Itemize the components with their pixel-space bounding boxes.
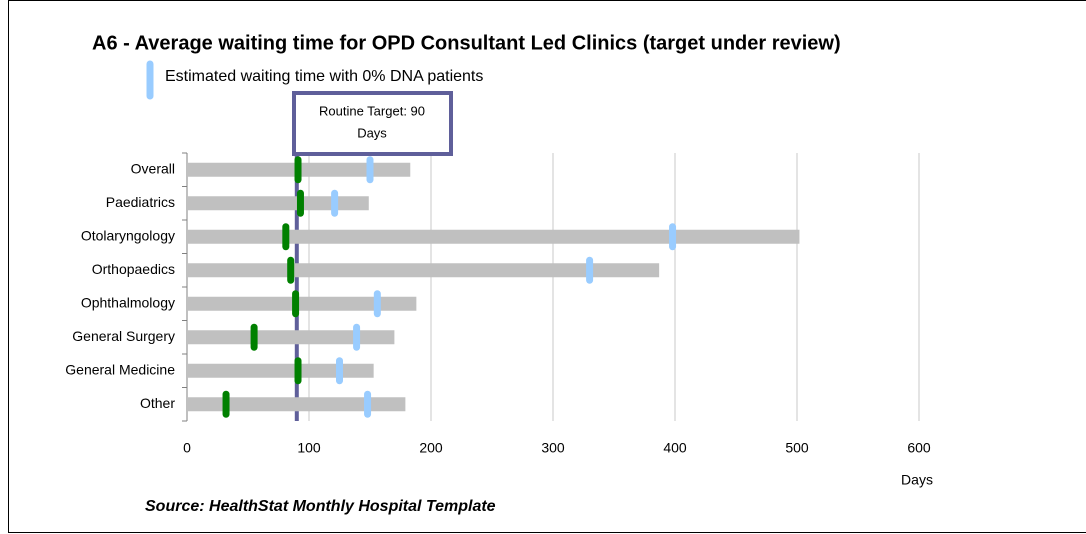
y-tick-label: General Surgery: [72, 328, 175, 344]
x-tick-label: 200: [419, 440, 443, 456]
y-tick-label: Overall: [131, 160, 175, 176]
x-tick-label: 500: [785, 440, 809, 456]
annotation-text: Routine Target: 90: [319, 103, 425, 118]
x-tick-label: 600: [907, 440, 931, 456]
bar: [187, 363, 374, 378]
x-tick-label: 100: [297, 440, 321, 456]
annotation-text: Days: [357, 125, 387, 140]
legend-label: Estimated waiting time with 0% DNA patie…: [165, 68, 483, 85]
bar: [187, 296, 417, 311]
bar: [187, 229, 800, 244]
source-note: Source: HealthStat Monthly Hospital Temp…: [145, 498, 496, 515]
x-axis-label: Days: [901, 472, 933, 488]
bar: [187, 263, 660, 278]
y-tick-label: Paediatrics: [106, 194, 175, 210]
bar: [187, 330, 395, 345]
x-tick-label: 0: [183, 440, 191, 456]
y-tick-label: Other: [140, 395, 175, 411]
bar: [187, 397, 406, 412]
x-tick-label: 300: [541, 440, 565, 456]
y-tick-label: Orthopaedics: [92, 261, 175, 277]
x-tick-label: 400: [663, 440, 687, 456]
y-tick-label: Otolaryngology: [81, 227, 175, 243]
bar: [187, 196, 369, 211]
chart-title: A6 - Average waiting time for OPD Consul…: [92, 32, 841, 54]
annotation-box: [292, 91, 453, 156]
y-tick-label: Ophthalmology: [81, 294, 175, 310]
y-tick-label: General Medicine: [65, 361, 175, 377]
